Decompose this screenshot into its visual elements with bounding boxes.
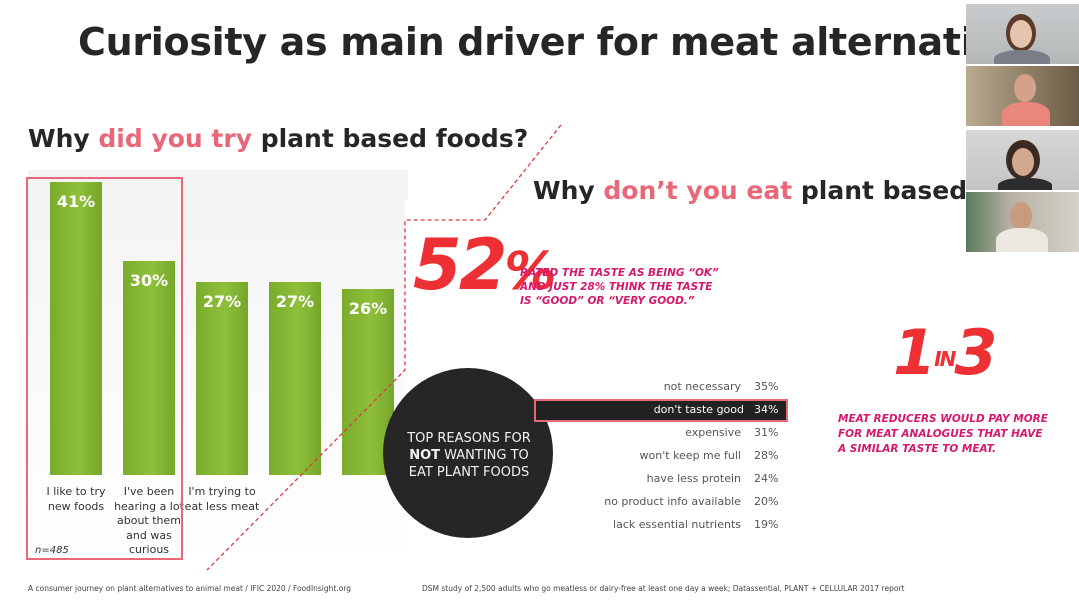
reason-label: don't taste good xyxy=(653,403,744,416)
reason-pct: 34% xyxy=(754,403,779,416)
reducers-line: FOR MEAT ANALOGUES THAT HAVE xyxy=(838,428,1043,440)
question-dont: Why don’t you eat plant based xyxy=(533,176,967,205)
circle-line: NOT WANTING TO xyxy=(398,447,540,464)
reason-pct: 20% xyxy=(754,495,779,508)
chart-value-label: 41% xyxy=(56,191,96,211)
reason-label: not necessary xyxy=(663,380,741,393)
question-dont-pre: Why xyxy=(533,176,604,205)
reducers-line: A SIMILAR TASTE TO MEAT. xyxy=(838,443,997,455)
footnote-left: A consumer journey on plant alternatives… xyxy=(28,584,352,593)
taste-line: RATED THE TASTE AS BEING “OK” xyxy=(520,267,719,279)
reason-row: not necessary 35% xyxy=(535,376,785,399)
question-try: Why did you try plant based foods? xyxy=(28,124,528,153)
question-try-post: plant based foods? xyxy=(252,124,529,153)
video-tile-participant-1[interactable] xyxy=(966,4,1079,64)
reducers-line: MEAT REDUCERS WOULD PAY MORE xyxy=(838,413,1048,425)
stat-52-percent: 52% xyxy=(413,224,557,312)
chart-category-label: I like to try new foods xyxy=(46,485,106,513)
one-in-three-sup: IN xyxy=(934,347,956,371)
reason-pct: 24% xyxy=(754,472,779,485)
video-tile-participant-4[interactable] xyxy=(966,192,1079,252)
reasons-circle-text: TOP REASONS FOR NOT WANTING TO EAT PLANT… xyxy=(398,430,540,481)
chart-value-label: 27% xyxy=(202,291,242,311)
stat-52-pct: % xyxy=(504,242,556,302)
question-try-pre: Why xyxy=(28,124,99,153)
reason-row: have less protein 24% xyxy=(535,468,785,491)
reason-pct: 31% xyxy=(754,426,779,439)
stat-one-in-three: 1IN3 xyxy=(893,320,997,386)
bar-chart: 41% I like to try new foods 30% I've been h… xyxy=(28,170,408,565)
reason-label: no product info available xyxy=(604,495,741,508)
question-dont-highlight: don’t you eat xyxy=(603,176,793,205)
taste-line: IS “GOOD” OR “VERY GOOD.” xyxy=(520,295,695,307)
circle-not: NOT xyxy=(409,448,441,463)
question-dont-post: plant based xyxy=(792,176,968,205)
reasons-list: not necessary 35% don't taste good 34% exp… xyxy=(534,376,788,537)
reason-pct: 19% xyxy=(754,518,779,531)
chart-value-label: 27% xyxy=(275,291,315,311)
video-tile-participant-3[interactable] xyxy=(966,130,1079,190)
footnote-right: DSM study of 2,500 adults who go meatles… xyxy=(422,584,905,593)
sample-size-label: n=485 xyxy=(35,545,69,556)
reason-pct: 28% xyxy=(754,449,779,462)
reason-label: lack essential nutrients xyxy=(613,518,741,531)
chart-value-label: 30% xyxy=(129,270,169,290)
reducers-statement: MEAT REDUCERS WOULD PAY MORE FOR MEAT AN… xyxy=(838,412,1048,457)
circle-line: TOP REASONS FOR xyxy=(407,431,531,446)
reason-row: won't keep me full 28% xyxy=(535,445,785,468)
reason-label: won't keep me full xyxy=(639,449,741,462)
chart-value-label: 26% xyxy=(348,299,388,319)
question-try-highlight: did you try xyxy=(98,124,252,153)
reason-label: have less protein xyxy=(646,472,741,485)
chart-bar xyxy=(196,281,248,475)
reason-row: expensive 31% xyxy=(535,422,785,445)
reasons-circle xyxy=(383,368,553,538)
reason-row: lack essential nutrients 19% xyxy=(535,514,785,537)
slide-title: Curiosity as main driver for meat altern… xyxy=(78,20,1046,64)
reason-pct: 35% xyxy=(754,380,779,393)
reason-row-highlighted: don't taste good 34% xyxy=(534,399,788,422)
chart-bar xyxy=(50,181,102,475)
one-in-three-b: 3 xyxy=(954,316,997,389)
one-in-three-a: 1 xyxy=(893,316,936,389)
chart-category-label: I'm trying to eat less meat xyxy=(184,485,260,513)
chart-bar xyxy=(269,281,321,475)
circle-line: EAT PLANT FOODS xyxy=(408,465,530,480)
video-tile-participant-2[interactable] xyxy=(966,66,1079,126)
highlight-box xyxy=(26,177,183,560)
taste-statement: RATED THE TASTE AS BEING “OK” AND JUST 2… xyxy=(520,266,719,308)
reason-label: expensive xyxy=(685,426,741,439)
stat-52-number: 52 xyxy=(413,224,507,306)
chart-bar xyxy=(123,260,175,475)
taste-line: AND JUST 28% THINK THE TASTE xyxy=(520,281,713,293)
circle-wanting: WANTING TO xyxy=(440,448,529,463)
reason-row: no product info available 20% xyxy=(535,491,785,514)
chart-category-label: I've been hearing a lot about them and w… xyxy=(114,485,184,556)
